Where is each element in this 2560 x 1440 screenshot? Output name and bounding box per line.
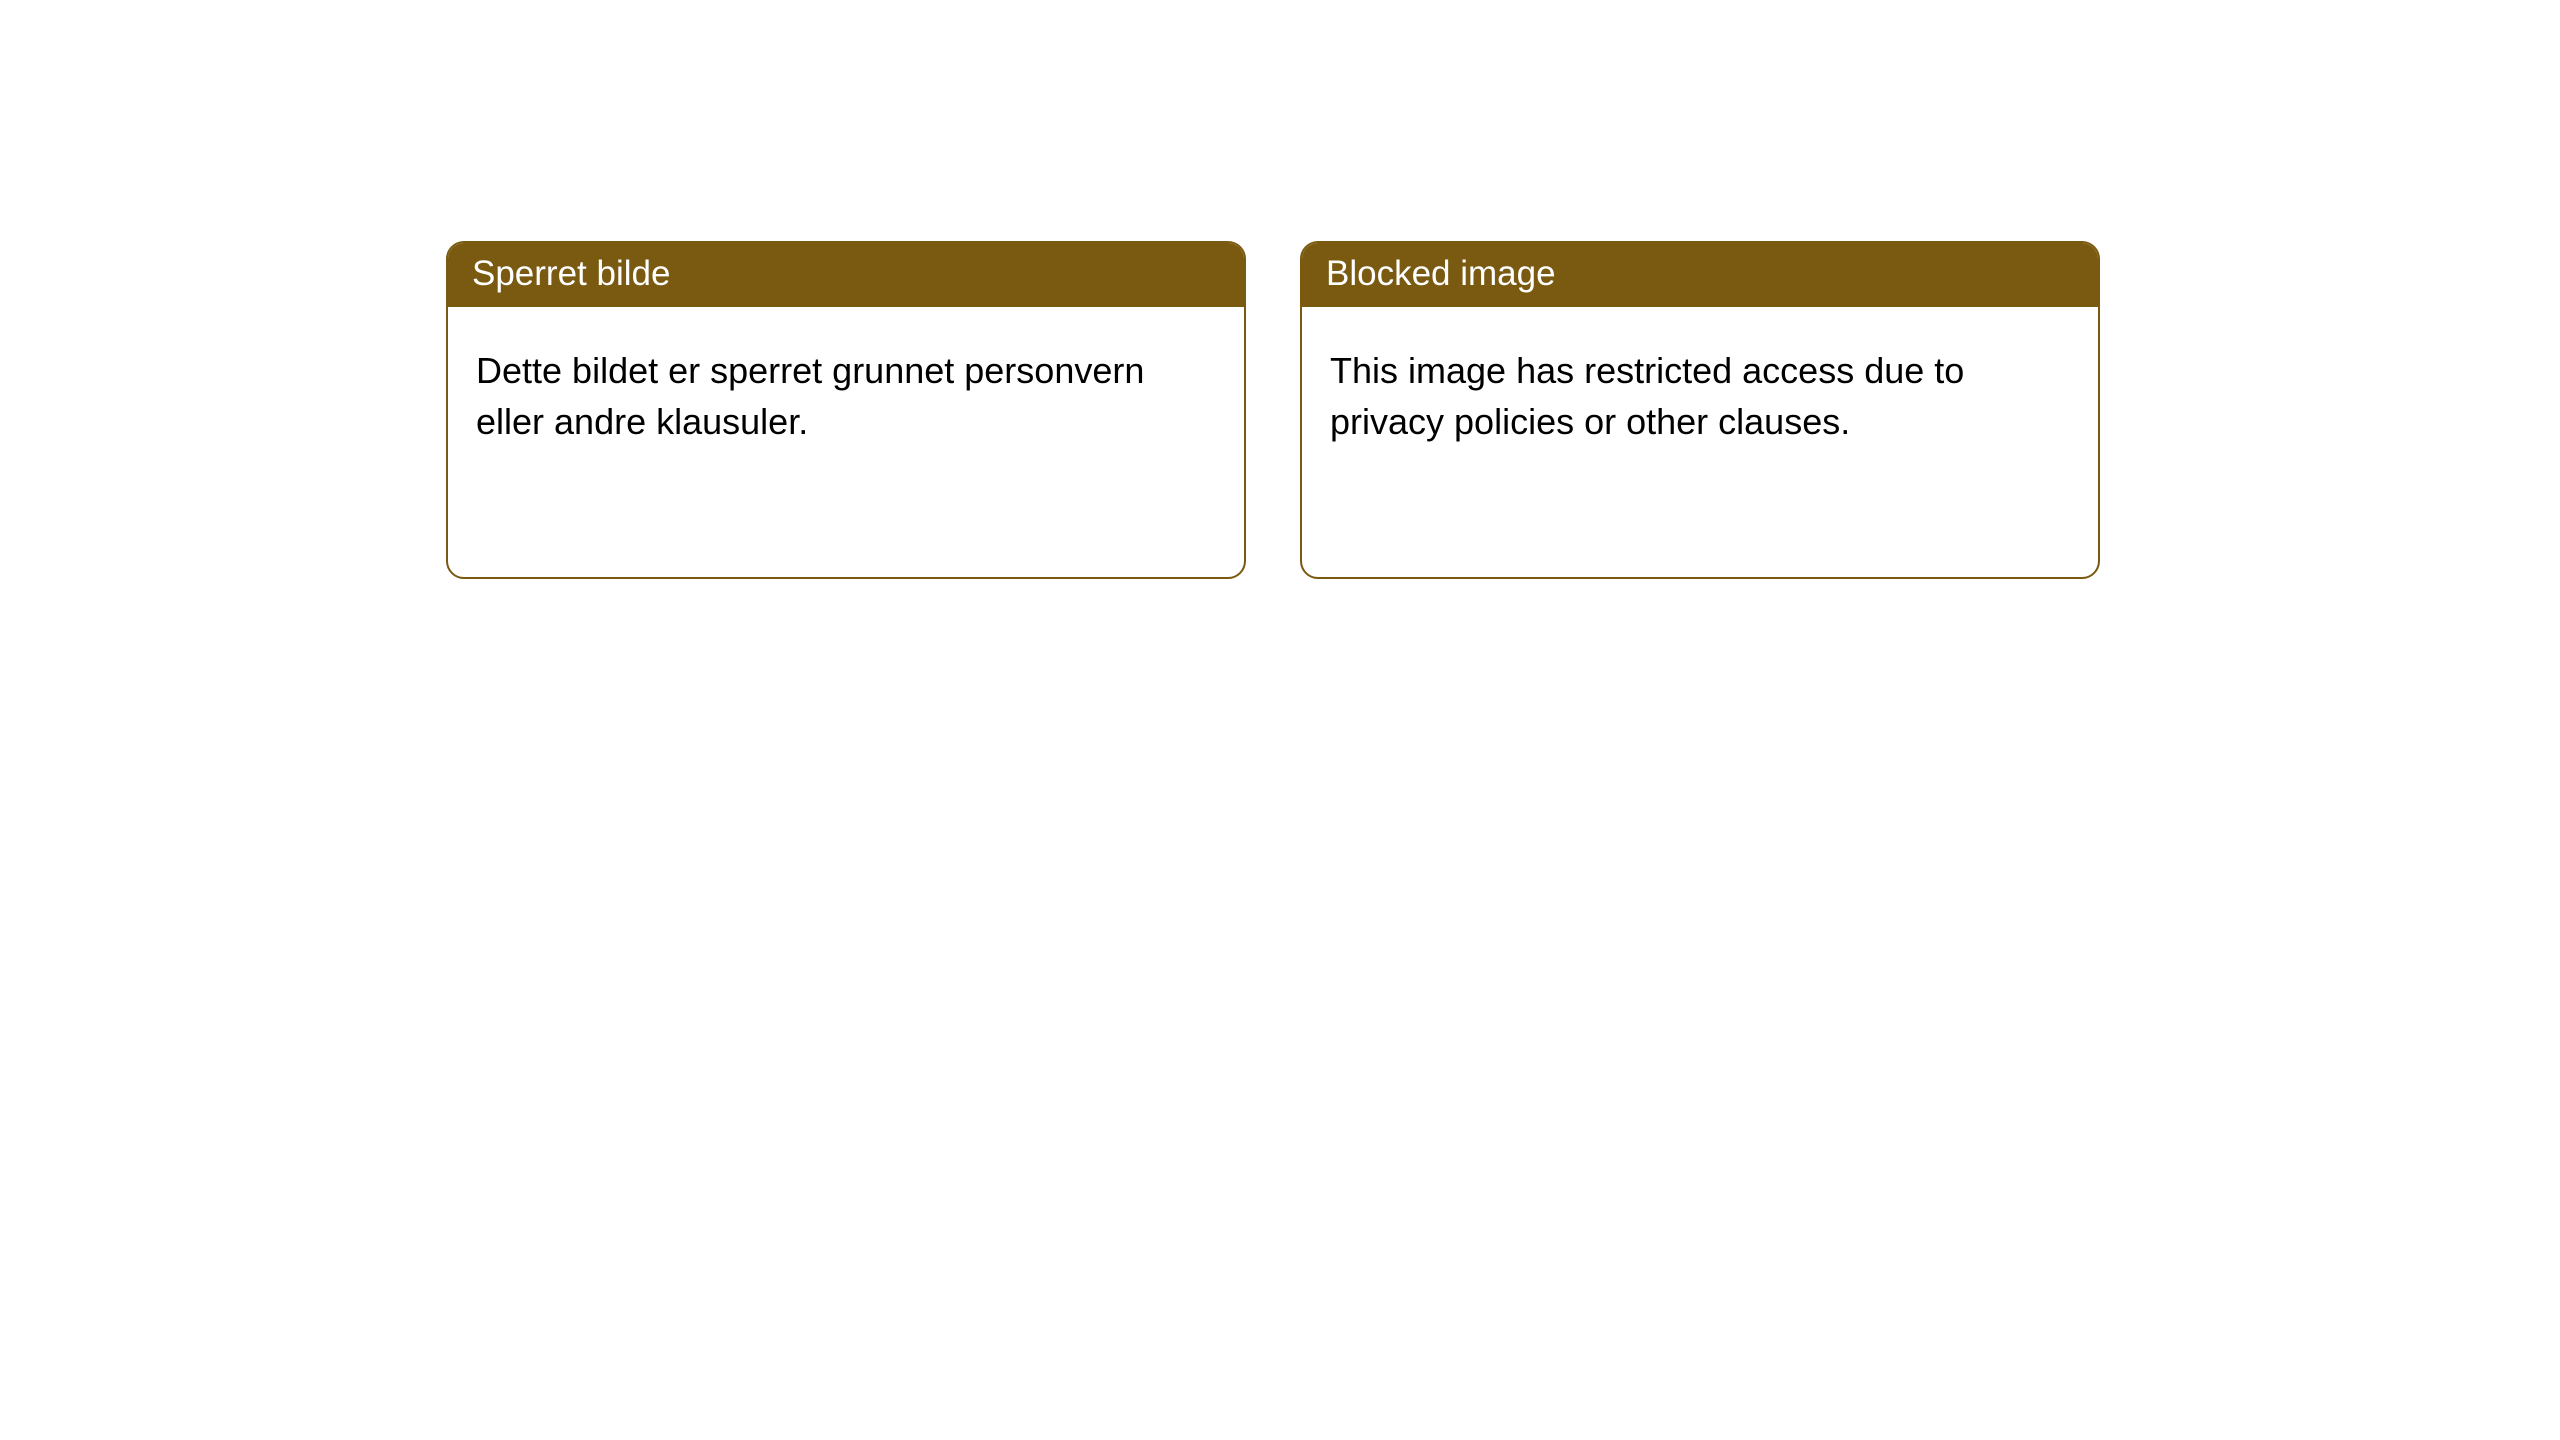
- notice-title: Blocked image: [1326, 254, 1556, 293]
- notice-body: Dette bildet er sperret grunnet personve…: [448, 307, 1244, 577]
- notice-box-english: Blocked image This image has restricted …: [1300, 241, 2100, 579]
- notice-header: Blocked image: [1302, 243, 2098, 307]
- notice-title: Sperret bilde: [472, 254, 670, 293]
- notice-container: Sperret bilde Dette bildet er sperret gr…: [0, 0, 2560, 579]
- notice-box-norwegian: Sperret bilde Dette bildet er sperret gr…: [446, 241, 1246, 579]
- notice-body: This image has restricted access due to …: [1302, 307, 2098, 577]
- notice-body-text: Dette bildet er sperret grunnet personve…: [476, 350, 1144, 442]
- notice-header: Sperret bilde: [448, 243, 1244, 307]
- notice-body-text: This image has restricted access due to …: [1330, 350, 1964, 442]
